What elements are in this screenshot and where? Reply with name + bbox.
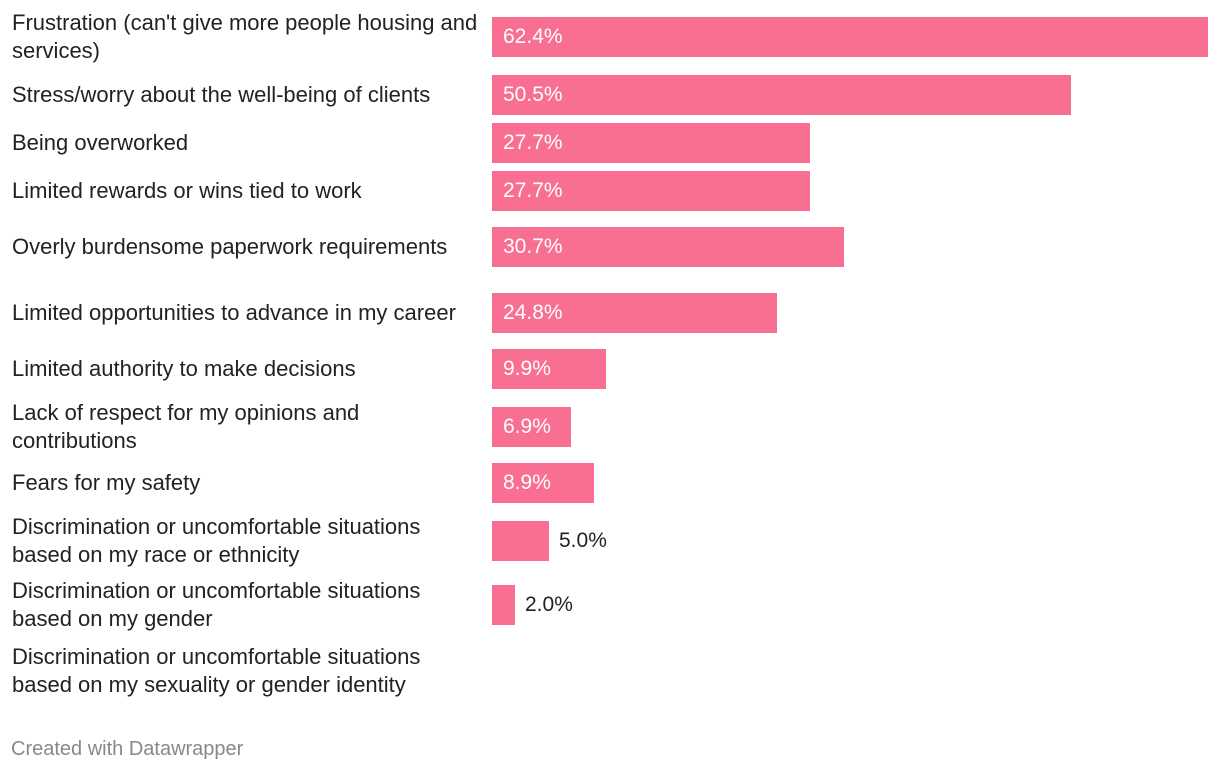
bar-value-label: 2.0% (525, 593, 573, 616)
category-label: Overly burdensome paperwork requirements (12, 234, 448, 259)
bar (492, 521, 549, 561)
bar-value-label: 27.7% (503, 131, 563, 154)
bar (492, 407, 571, 447)
bar-value-label: 6.9% (503, 415, 551, 438)
category-label: Frustration (can't give more people hous… (12, 10, 478, 63)
bar-value-label: 30.7% (503, 235, 563, 258)
bar-value-label: 50.5% (503, 83, 563, 106)
bar-value-label: 5.0% (559, 529, 607, 552)
bar (492, 585, 515, 625)
category-label: Fears for my safety (12, 470, 201, 495)
datawrapper-credit[interactable]: Created with Datawrapper (11, 738, 244, 760)
category-label: Lack of respect for my opinions and cont… (12, 400, 360, 453)
bar (492, 293, 777, 333)
category-label: Discrimination or uncomfortable situatio… (12, 514, 421, 567)
category-label: Discrimination or uncomfortable situatio… (12, 644, 421, 697)
bar-value-label: 24.8% (503, 301, 563, 324)
bar (492, 171, 810, 211)
bar-value-label: 8.9% (503, 471, 551, 494)
category-label: Limited rewards or wins tied to work (12, 178, 362, 203)
bar-value-label: 62.4% (503, 25, 563, 48)
category-label: Being overworked (12, 130, 189, 155)
bar-value-label: 9.9% (503, 357, 551, 380)
bar (492, 75, 1071, 115)
bar (492, 463, 594, 503)
category-label: Stress/worry about the well-being of cli… (12, 82, 431, 107)
category-label: Limited authority to make decisions (12, 356, 356, 381)
bar (492, 17, 1208, 57)
bar (492, 227, 844, 267)
category-label: Limited opportunities to advance in my c… (12, 300, 456, 325)
bar (492, 123, 810, 163)
bar-value-label: 27.7% (503, 179, 563, 202)
bar (492, 349, 606, 389)
category-label: Discrimination or uncomfortable situatio… (12, 578, 421, 631)
